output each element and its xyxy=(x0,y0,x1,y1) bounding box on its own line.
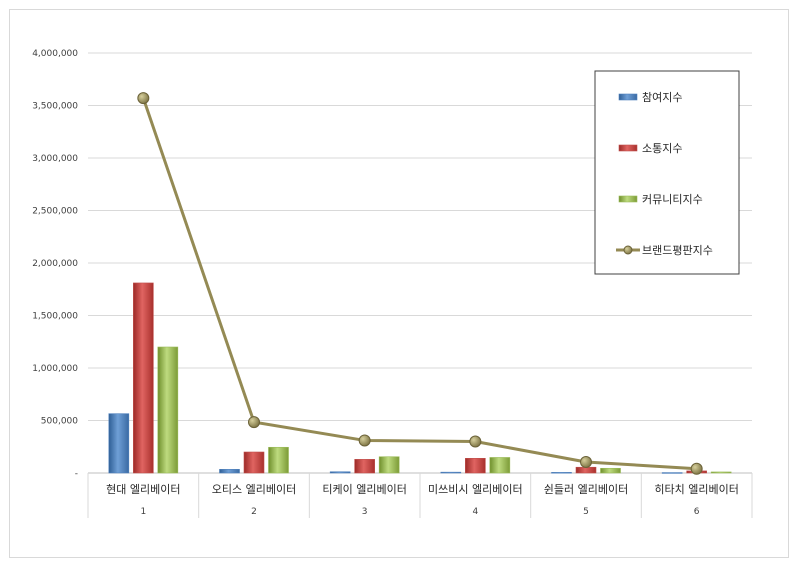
x-category-number: 6 xyxy=(694,507,700,517)
line-브랜드평판지수 xyxy=(141,97,697,471)
bar-소통지수-2 xyxy=(243,451,265,474)
bar-소통지수-4 xyxy=(465,457,486,474)
bar-참여지수-3 xyxy=(329,471,351,474)
marker-브랜드평판지수-6 xyxy=(690,462,703,475)
bar-참여지수-1 xyxy=(108,413,130,474)
y-tick-label: 3,000,000 xyxy=(32,154,78,164)
bar-참여지수-2 xyxy=(219,469,240,474)
marker-브랜드평판지수-1 xyxy=(137,92,150,105)
y-tick-label: 500,000 xyxy=(41,417,78,427)
y-tick-label: 2,000,000 xyxy=(32,259,78,269)
x-category-number: 2 xyxy=(251,507,257,517)
bar-참여지수-5 xyxy=(551,472,572,474)
x-category-number: 3 xyxy=(362,507,368,517)
legend-swatch-소통지수 xyxy=(618,144,638,152)
bar-커뮤니티지수-5 xyxy=(600,467,621,474)
x-category-label: 쉰들러 엘리베이터 xyxy=(544,483,628,496)
x-category-label: 미쓰비시 엘리베이터 xyxy=(428,483,523,496)
y-tick-label: 3,500,000 xyxy=(32,102,78,112)
bar-커뮤니티지수-3 xyxy=(378,456,400,474)
legend-label: 참여지수 xyxy=(642,91,682,104)
x-category-label: 현대 엘리베이터 xyxy=(106,483,180,496)
bar-커뮤니티지수-6 xyxy=(710,471,732,474)
x-category-label: 히타치 엘리베이터 xyxy=(654,482,738,496)
legend-label: 소통지수 xyxy=(642,142,682,155)
bar-소통지수-1 xyxy=(133,282,154,474)
x-category-label: 티케이 엘리베이터 xyxy=(322,483,406,496)
bar-커뮤니티지수-4 xyxy=(489,457,511,474)
marker-브랜드평판지수-2 xyxy=(248,416,260,429)
x-category-number: 5 xyxy=(583,507,589,517)
x-category-number: 4 xyxy=(472,507,478,517)
axes: - 500,000 1,000,000 1,500,000 2,000,000 2,500… xyxy=(32,49,753,518)
bar-커뮤니티지수-2 xyxy=(268,446,289,474)
brand-index-line xyxy=(137,92,703,475)
x-category-label: 오티스 엘리베이터 xyxy=(212,483,296,496)
marker-브랜드평판지수-4 xyxy=(469,435,482,448)
legend-label: 브랜드평판지수 xyxy=(642,244,713,257)
legend-label: 커뮤니티지수 xyxy=(642,193,703,206)
bars xyxy=(108,282,732,474)
marker-브랜드평판지수-5 xyxy=(580,455,592,468)
legend-box xyxy=(594,70,740,275)
y-tick-label: 1,000,000 xyxy=(32,364,78,374)
bar-소통지수-3 xyxy=(354,459,375,474)
legend-swatch-참여지수 xyxy=(618,93,638,101)
x-category-number: 1 xyxy=(140,507,146,517)
marker-브랜드평판지수-3 xyxy=(358,434,371,447)
legend-swatch-커뮤니티지수 xyxy=(618,195,638,203)
legend-marker-브랜드평판지수 xyxy=(623,245,633,255)
bar-커뮤니티지수-1 xyxy=(157,346,179,474)
y-tick-label: 4,000,000 xyxy=(32,49,78,59)
bar-참여지수-4 xyxy=(440,471,462,474)
bar-소통지수-5 xyxy=(575,466,597,474)
bar-참여지수-6 xyxy=(661,472,683,474)
y-tick-label: 2,500,000 xyxy=(32,207,78,217)
y-tick-label: 1,500,000 xyxy=(32,312,78,322)
y-tick-label: - xyxy=(75,469,78,479)
